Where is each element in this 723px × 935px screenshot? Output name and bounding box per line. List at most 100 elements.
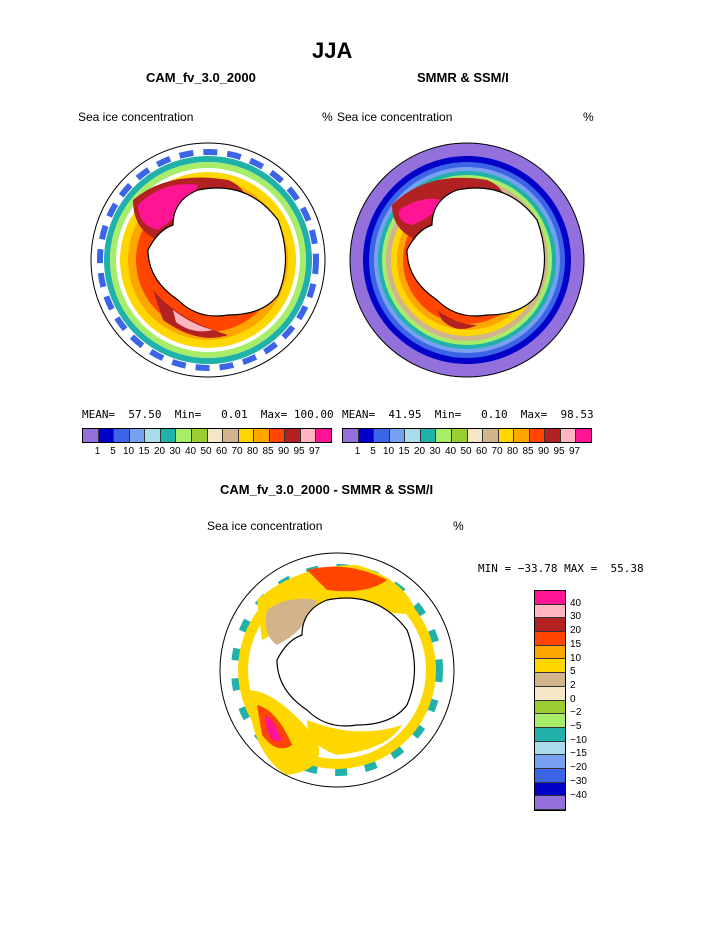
- diff-colorbar-swatch: [535, 714, 565, 728]
- diff-colorbar-tick-label: −2: [570, 707, 582, 719]
- left-colorbar-tick-label: 50: [200, 446, 212, 457]
- right-colorbar-tick-label: 97: [568, 446, 581, 457]
- left-colorbar-swatch: [128, 429, 145, 442]
- diff-units-label: %: [453, 519, 464, 533]
- right-panel-title: SMMR & SSM/I: [417, 70, 509, 85]
- right-colorbar-tick-label: 15: [398, 446, 410, 457]
- right-colorbar-swatch: [357, 429, 374, 442]
- right-colorbar-swatch: [419, 429, 436, 442]
- right-colorbar-swatch: [528, 429, 545, 442]
- right-colorbar-swatch: [450, 429, 467, 442]
- left-panel-title: CAM_fv_3.0_2000: [146, 70, 256, 85]
- right-colorbar-tick-label: 80: [506, 446, 519, 457]
- left-colorbar-swatch: [299, 429, 316, 442]
- right-colorbar-swatch: [513, 429, 529, 442]
- left-colorbar-tick-label: 97: [308, 446, 321, 457]
- right-colorbar-tick-label: 95: [553, 446, 565, 457]
- diff-colorbar-swatch: [535, 796, 565, 810]
- left-colorbar-tick-label: 10: [122, 446, 135, 457]
- right-colorbar-swatch: [388, 429, 405, 442]
- diff-colorbar-swatch: [535, 645, 565, 660]
- right-units-label: %: [583, 110, 594, 124]
- left-colorbar: [82, 428, 332, 443]
- right-colorbar-swatch: [544, 429, 560, 442]
- diff-colorbar-swatch: [535, 591, 565, 605]
- right-colorbar-swatch: [373, 429, 389, 442]
- diff-colorbar-swatch: [535, 604, 565, 619]
- antarctica-landmass: [147, 187, 287, 317]
- left-colorbar-swatch: [268, 429, 285, 442]
- diff-colorbar: [534, 590, 566, 811]
- left-colorbar-swatch: [253, 429, 269, 442]
- left-colorbar-swatch: [206, 429, 223, 442]
- left-colorbar-tick-label: 20: [153, 446, 166, 457]
- right-polar-map: [349, 142, 585, 378]
- left-colorbar-swatch: [190, 429, 207, 442]
- diff-colorbar-tick-label: 40: [570, 597, 582, 609]
- diff-colorbar-tick-label: −30: [570, 775, 587, 787]
- diff-colorbar-swatch: [535, 741, 565, 756]
- diff-colorbar-swatch: [535, 700, 565, 715]
- diff-colorbar-tick-label: −15: [570, 748, 587, 760]
- left-colorbar-swatch: [315, 429, 331, 442]
- left-colorbar-swatch: [284, 429, 300, 442]
- diff-colorbar-tick-label: −40: [570, 789, 587, 801]
- right-colorbar-tick-label: 60: [475, 446, 488, 457]
- right-colorbar-swatch: [482, 429, 498, 442]
- left-colorbar-tick-label: 15: [138, 446, 150, 457]
- right-colorbar-tick-label: 20: [413, 446, 426, 457]
- left-colorbar-tick-label: 60: [215, 446, 228, 457]
- diff-colorbar-tick-label: 20: [570, 625, 582, 637]
- right-colorbar-swatch: [435, 429, 451, 442]
- right-colorbar-swatch: [343, 429, 358, 442]
- right-colorbar-ticks: 1 5 10 15 20 30 40 50 60 70 80 85 90 95 97: [342, 446, 592, 460]
- right-colorbar-tick-label: 10: [382, 446, 395, 457]
- left-colorbar-tick-label: 90: [277, 446, 290, 457]
- right-colorbar-tick-label: 50: [460, 446, 472, 457]
- right-colorbar-swatch: [466, 429, 483, 442]
- right-colorbar-tick-label: 5: [370, 446, 376, 457]
- right-colorbar-tick-label: 40: [444, 446, 457, 457]
- right-colorbar-swatch: [575, 429, 591, 442]
- right-colorbar-tick-label: 85: [522, 446, 534, 457]
- right-colorbar-tick-label: 1: [354, 446, 361, 457]
- right-colorbar-swatch: [404, 429, 420, 442]
- diff-colorbar-swatch: [535, 659, 565, 674]
- diff-stats: MIN = −33.78 MAX = 55.38: [478, 562, 644, 575]
- left-colorbar-tick-label: 5: [110, 446, 116, 457]
- diff-colorbar-tick-label: 5: [570, 666, 576, 678]
- right-colorbar-swatch: [497, 429, 514, 442]
- diff-colorbar-tick-label: 15: [570, 638, 582, 650]
- left-colorbar-swatch: [97, 429, 114, 442]
- diff-colorbar-swatch: [535, 618, 565, 633]
- diff-colorbar-swatch: [535, 632, 565, 646]
- left-colorbar-swatch: [222, 429, 238, 442]
- left-colorbar-tick-label: 80: [246, 446, 259, 457]
- left-polar-map: [90, 142, 326, 378]
- diff-colorbar-swatch: [535, 727, 565, 742]
- diff-panel-title: CAM_fv_3.0_2000 - SMMR & SSM/I: [220, 482, 434, 497]
- right-colorbar-tick-label: 90: [537, 446, 550, 457]
- sea-ice-edge-ring: [97, 149, 319, 371]
- right-stats: MEAN= 41.95 Min= 0.10 Max= 98.53: [342, 408, 594, 421]
- left-colorbar-tick-label: 1: [94, 446, 101, 457]
- left-colorbar-swatch: [113, 429, 129, 442]
- right-variable-label: Sea ice concentration: [337, 110, 453, 124]
- diff-variable-label: Sea ice concentration: [207, 519, 323, 533]
- diff-colorbar-tick-label: −5: [570, 721, 582, 732]
- left-colorbar-swatch: [83, 429, 98, 442]
- left-units-label: %: [322, 110, 333, 124]
- diff-colorbar-swatch: [535, 768, 565, 783]
- diff-colorbar-swatch: [535, 755, 565, 769]
- antarctica-landmass: [276, 597, 416, 727]
- left-colorbar-tick-label: 30: [169, 446, 181, 457]
- antarctica-landmass: [406, 187, 546, 317]
- left-colorbar-tick-label: 95: [293, 446, 305, 457]
- diff-polar-map: [219, 552, 455, 788]
- diff-colorbar-tick-label: −20: [570, 762, 587, 774]
- diff-colorbar-tick-label: 0: [570, 693, 576, 705]
- left-colorbar-tick-label: 85: [262, 446, 274, 457]
- left-colorbar-ticks: 1 5 10 15 20 30 40 50 60 70 80 85 90 95 97: [82, 446, 332, 460]
- right-colorbar-swatch: [559, 429, 576, 442]
- diff-colorbar-tick-label: −10: [570, 734, 587, 746]
